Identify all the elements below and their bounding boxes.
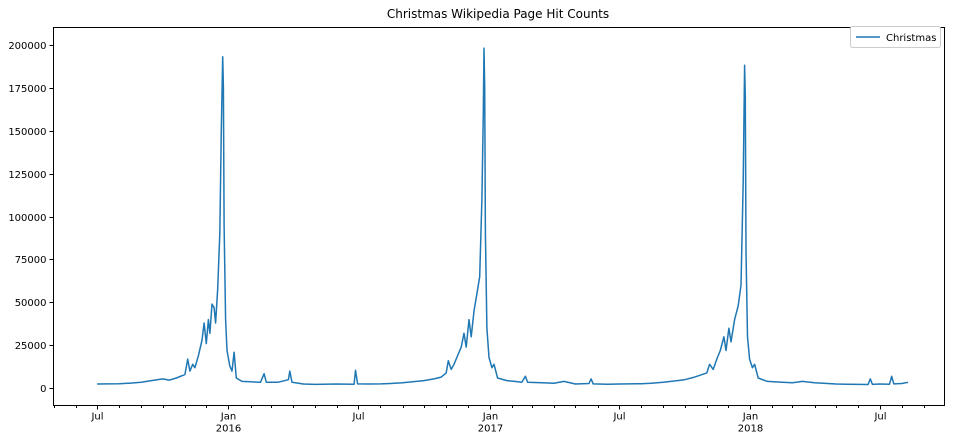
legend: Christmas — [850, 26, 941, 48]
y-tick-label: 100000 — [8, 213, 46, 224]
y-tick-label: 75000 — [15, 255, 47, 266]
y-tick-label: 50000 — [15, 298, 47, 309]
x-tick-label: Jul — [873, 412, 886, 423]
chart-title: Christmas Wikipedia Page Hit Counts — [387, 7, 609, 21]
y-tick-label: 175000 — [8, 84, 46, 95]
x-tick-label: Jan — [220, 412, 236, 423]
y-tick-label: 150000 — [8, 127, 46, 138]
y-tick-label: 0 — [40, 384, 46, 395]
plot-frame — [53, 27, 945, 406]
legend-box — [850, 26, 941, 48]
plot-area — [97, 47, 909, 386]
y-tick-label: 125000 — [8, 170, 46, 181]
x-tick-label: Jan — [482, 412, 498, 423]
x-tick-year-label: 2016 — [216, 424, 241, 435]
y-tick-label: 25000 — [15, 341, 47, 352]
x-tick-year-label: 2018 — [738, 424, 763, 435]
x-tick-label: Jul — [90, 412, 103, 423]
x-tick-year-label: 2017 — [478, 424, 503, 435]
x-tick-label: Jan — [742, 412, 758, 423]
series-line-christmas — [97, 47, 909, 386]
y-axis: 0 25000 50000 75000 100000 125000 150000 175000… — [8, 41, 54, 395]
legend-label: Christmas — [886, 33, 936, 44]
x-tick-label: Jul — [612, 412, 625, 423]
x-tick-label: Jul — [351, 412, 364, 423]
y-tick-label: 200000 — [8, 41, 46, 52]
